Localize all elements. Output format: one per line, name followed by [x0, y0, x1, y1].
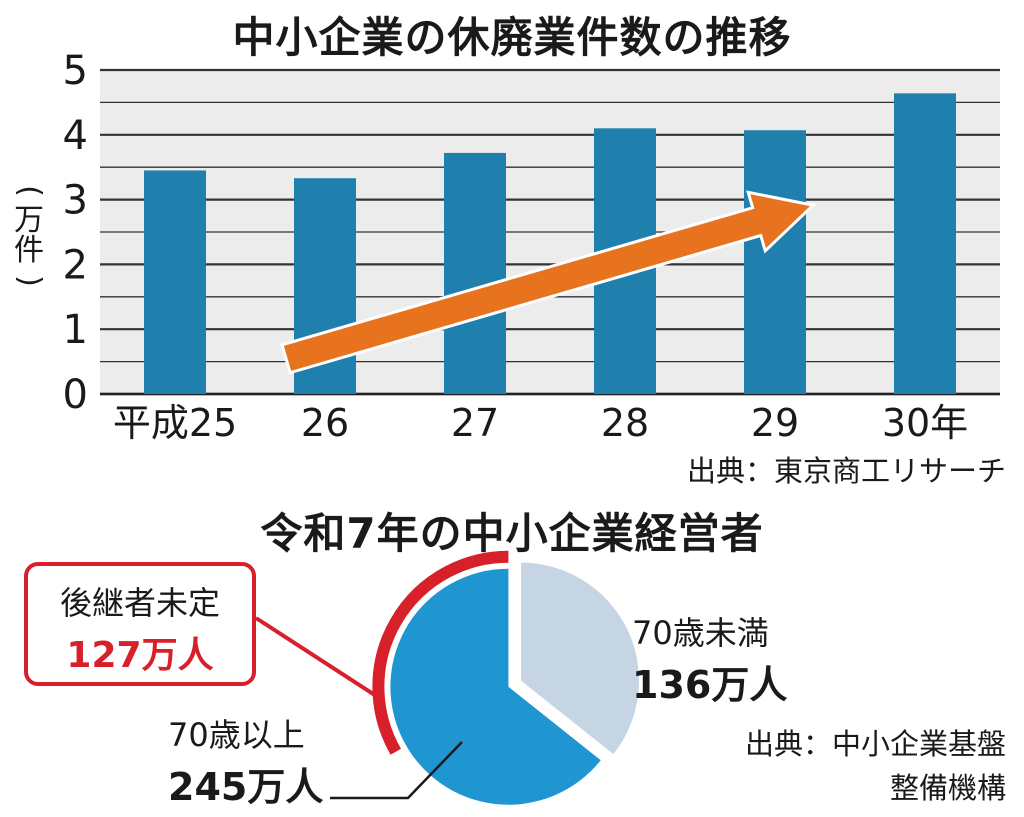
over-70-leader-line [330, 741, 463, 800]
y-tick-label: 4 [63, 113, 88, 159]
pie-source-line2: 整備機構 [889, 771, 1006, 805]
callout-value: 127万人 [66, 635, 214, 676]
trend-arrow [280, 190, 817, 375]
pie-chart [254, 550, 640, 805]
y-tick-label: 0 [63, 372, 88, 418]
y-tick-label: 5 [63, 48, 88, 94]
callout-leader-line [254, 616, 376, 697]
slice-label-under-70-value: 136万人 [632, 663, 788, 707]
trend-arrow-shape [283, 194, 810, 371]
x-tick-label: 27 [451, 401, 499, 445]
y-axis-label-text: 万件 [14, 206, 44, 266]
bar-0 [144, 170, 206, 394]
pie-slice-under-70 [521, 562, 640, 755]
callout-label: 後継者未定 [59, 584, 220, 622]
bar-4 [744, 130, 806, 394]
slice-label-over-70: 70歳以上 245万人 [168, 710, 323, 811]
bar-chart: 0 1 2 3 4 5 平成25 26 27 28 29 30年 [63, 48, 1000, 445]
x-tick-label: 平成25 [113, 401, 237, 445]
bar-chart-title: 中小企業の休廃業件数の推移 [232, 13, 792, 62]
x-tick-label: 29 [751, 401, 799, 445]
slice-label-over-70-title: 70歳以上 [168, 716, 305, 754]
bar-chart-source: 出典：東京商工リサーチ [686, 454, 1006, 488]
x-tick-label: 26 [301, 401, 349, 445]
y-axis-label: ( 万件 ) [12, 185, 47, 287]
successor-undecided-arc [372, 550, 509, 755]
pie-source-line1: 出典：中小企業基盤 [744, 727, 1006, 761]
y-axis-label-char: 件 [14, 233, 44, 268]
slice-label-under-70-title: 70歳未満 [632, 614, 769, 652]
slice-label-under-70: 70歳未満 136万人 [632, 608, 787, 709]
pie-slice-over-70 [390, 568, 601, 805]
bar-2 [444, 152, 506, 394]
y-tick-label: 1 [63, 307, 88, 353]
x-tick-label: 28 [601, 401, 649, 445]
x-tick-label: 30年 [882, 401, 968, 445]
pie-chart-source: 出典：中小企業基盤 整備機構 [745, 722, 1006, 810]
y-axis-label-char: 万 [14, 203, 44, 238]
bar-5 [894, 93, 956, 394]
y-tick-label: 2 [63, 242, 88, 288]
slice-label-over-70-value: 245万人 [168, 765, 324, 809]
pie-chart-title: 令和7年の中小企業経営者 [260, 509, 764, 558]
successor-undecided-callout: 後継者未定 127万人 [24, 562, 256, 686]
y-tick-label: 3 [63, 178, 88, 224]
